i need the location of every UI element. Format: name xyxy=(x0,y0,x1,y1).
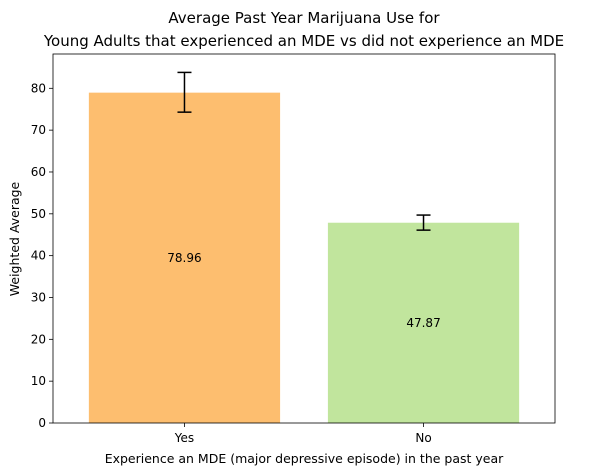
bar-value-label: 47.87 xyxy=(406,316,440,330)
x-tick-label: No xyxy=(415,431,431,445)
bar-value-label: 78.96 xyxy=(167,251,201,265)
bar-no xyxy=(327,222,520,423)
y-tick-label: 0 xyxy=(38,416,46,430)
y-tick-label: 10 xyxy=(31,374,46,388)
y-tick-label: 40 xyxy=(31,249,46,263)
x-tick-label: Yes xyxy=(174,431,194,445)
y-tick-label: 60 xyxy=(31,165,46,179)
y-tick-label: 30 xyxy=(31,290,46,304)
plot-frame xyxy=(52,53,556,424)
y-tick-label: 80 xyxy=(31,81,46,95)
bar-yes xyxy=(88,92,281,424)
y-tick-label: 70 xyxy=(31,123,46,137)
y-tick-label: 50 xyxy=(31,207,46,221)
chart-title-line-1: Average Past Year Marijuana Use for xyxy=(168,9,440,27)
chart-title-line-2: Young Adults that experienced an MDE vs … xyxy=(43,32,564,50)
y-axis-label: Weighted Average xyxy=(7,181,22,296)
x-axis-label: Experience an MDE (major depressive epis… xyxy=(105,451,504,466)
y-tick-label: 20 xyxy=(31,332,46,346)
